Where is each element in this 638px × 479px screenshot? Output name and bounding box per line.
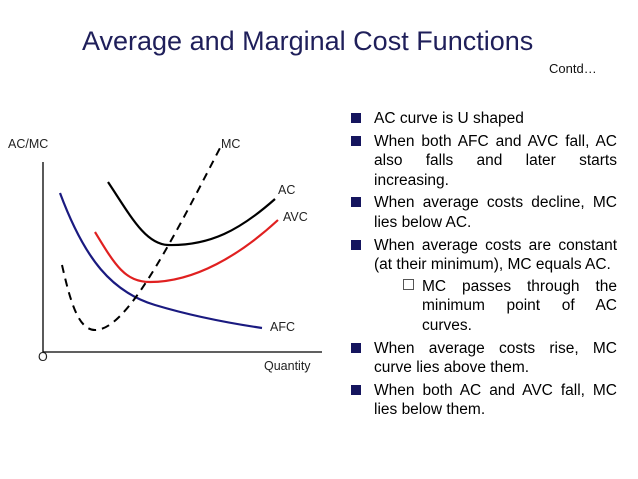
avc-label: AVC [283, 210, 308, 224]
bullet-item: AC curve is U shaped [351, 109, 617, 129]
sub-bullet-text: MC passes through the minimum point of A… [422, 277, 617, 334]
bullet-item: When average costs decline, MC lies belo… [351, 193, 617, 232]
bullet-list: AC curve is U shaped When both AFC and A… [351, 109, 617, 423]
sub-bullet-list: MC passes through the minimum point of A… [399, 277, 617, 336]
origin-label: O [38, 350, 48, 364]
bullet-text: AC curve is U shaped [374, 110, 524, 127]
bullet-text: When average costs decline, MC lies belo… [374, 194, 617, 231]
bullet-item: When both AC and AVC fall, MC lies below… [351, 381, 617, 420]
hollow-square-bullet-icon [403, 278, 414, 290]
bullet-item: When both AFC and AVC fall, AC also fall… [351, 132, 617, 191]
bullet-text: When both AC and AVC fall, MC lies below… [374, 381, 617, 419]
square-bullet-icon [351, 135, 361, 146]
ac-label: AC [278, 183, 295, 197]
bullet-text: When average costs are constant (at thei… [374, 236, 617, 274]
afc-curve [58, 192, 263, 330]
mc-label: MC [221, 137, 240, 151]
mc-curve [61, 147, 221, 332]
bullet-text: When average costs rise, MC curve lies a… [374, 339, 617, 377]
square-bullet-icon [351, 239, 361, 250]
y-axis-label: AC/MC [8, 137, 48, 151]
cost-curves-diagram: AC/MC MC AC AVC AFC O Quantity [8, 137, 322, 373]
x-axis-label: Quantity [264, 359, 311, 373]
ac-curve [107, 181, 276, 247]
square-bullet-icon [351, 384, 361, 395]
bullet-text: When both AFC and AVC fall, AC also fall… [374, 132, 617, 189]
square-bullet-icon [351, 342, 361, 353]
afc-label: AFC [270, 320, 295, 334]
contd-label: Contd… [549, 61, 597, 76]
avc-curve [94, 219, 279, 284]
page-title: Average and Marginal Cost Functions [82, 26, 534, 56]
square-bullet-icon [351, 197, 361, 208]
bullet-item: When average costs are constant (at thei… [351, 236, 617, 336]
bullet-item: When average costs rise, MC curve lies a… [351, 339, 617, 378]
square-bullet-icon [351, 113, 361, 123]
sub-bullet-item: MC passes through the minimum point of A… [399, 277, 617, 336]
